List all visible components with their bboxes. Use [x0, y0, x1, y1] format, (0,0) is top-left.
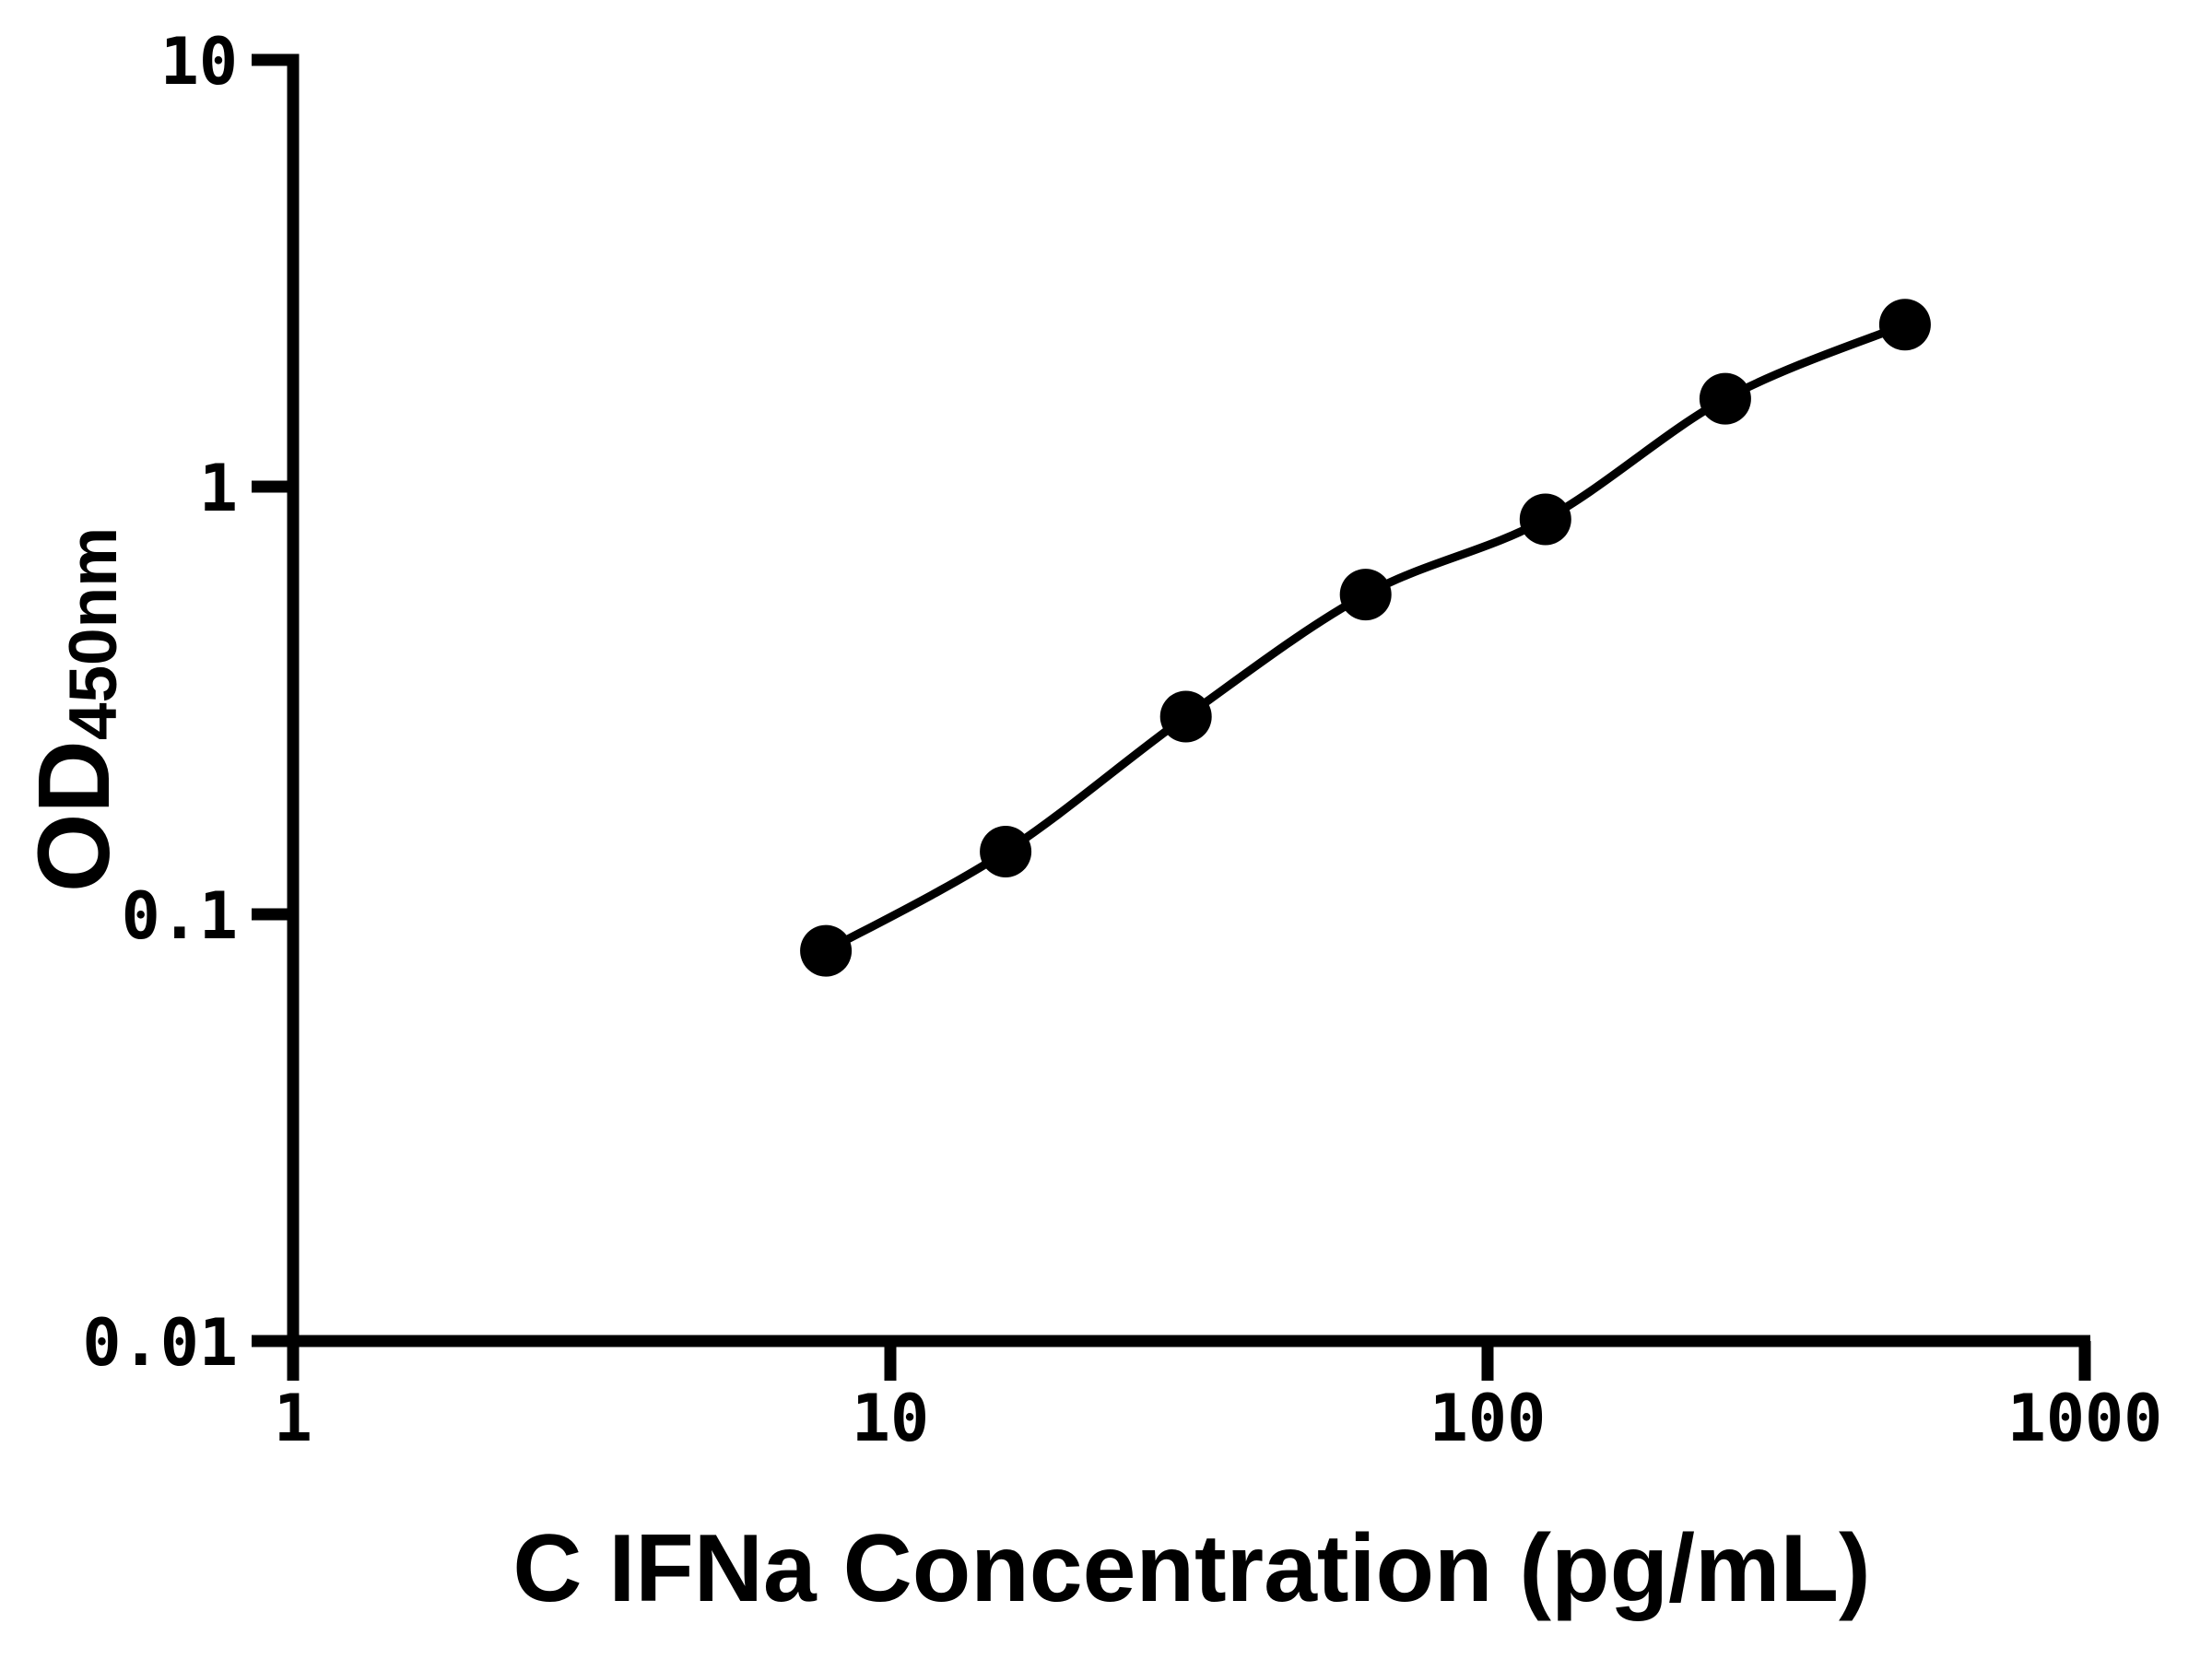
y-axis-title-main: OD — [18, 740, 131, 892]
standard-curve-series — [800, 299, 1931, 977]
y-tick-label-0p01: 0.01 — [82, 1305, 238, 1381]
data-point-marker — [1878, 299, 1931, 351]
data-point-marker — [1699, 372, 1751, 425]
x-tick-label-10: 10 — [852, 1381, 929, 1456]
data-point-marker — [980, 826, 1032, 877]
y-tick-label-0p1: 0.1 — [122, 878, 238, 954]
y-tick-label-1: 1 — [199, 451, 238, 526]
x-axis-title: C IFNa Concentration (pg/mL) — [512, 1515, 1870, 1622]
x-tick-label-100: 100 — [1430, 1381, 1546, 1456]
data-point-marker — [1519, 493, 1571, 546]
x-axis: 1 10 100 1000 C IFNa Concentration (pg/m… — [274, 1335, 2163, 1622]
y-axis-title-subscript: 450nm — [56, 527, 131, 740]
y-tick-label-10: 10 — [160, 24, 238, 100]
x-tick-label-1: 1 — [274, 1381, 312, 1456]
data-point-marker — [1159, 690, 1212, 743]
x-tick-label-1000: 1000 — [2007, 1381, 2163, 1456]
y-axis: 10 1 0.1 0.01 OD450nm — [18, 24, 300, 1381]
y-axis-title: OD450nm — [18, 527, 131, 892]
data-point-marker — [1339, 569, 1392, 621]
data-point-marker — [800, 924, 853, 977]
